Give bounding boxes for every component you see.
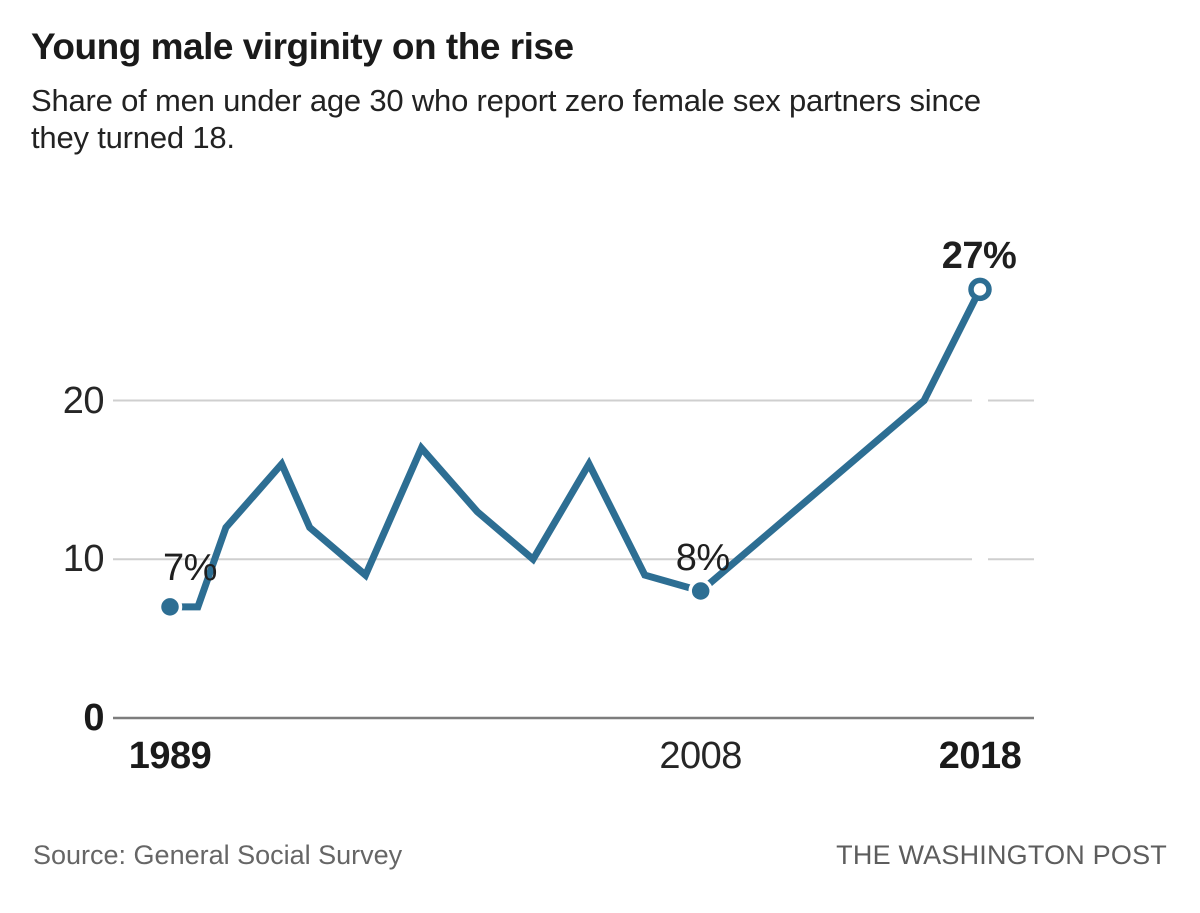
y-axis-tick-20: 20 <box>62 379 105 422</box>
point-label-1989: 7% <box>163 546 217 589</box>
x-axis-tick-2018: 2018 <box>938 735 1022 777</box>
x-axis-tick-2008: 2008 <box>659 735 742 777</box>
point-label-2018: 27% <box>941 235 1017 278</box>
chart-subtitle-line2: they turned 18. <box>31 120 235 155</box>
y-axis-tick-10: 10 <box>62 538 105 581</box>
source-note: Source: General Social Survey <box>33 840 403 870</box>
chart-subtitle-line1: Share of men under age 30 who report zer… <box>31 83 981 118</box>
publisher-credit: THE WASHINGTON POST <box>836 840 1167 870</box>
y-axis-tick-0: 0 <box>83 697 104 739</box>
chart-title: Young male virginity on the rise <box>31 26 574 67</box>
x-axis-tick-1989: 1989 <box>128 735 212 777</box>
point-label-2008: 8% <box>675 537 730 579</box>
chart-subtitle: Share of men under age 30 who report zer… <box>31 82 981 156</box>
